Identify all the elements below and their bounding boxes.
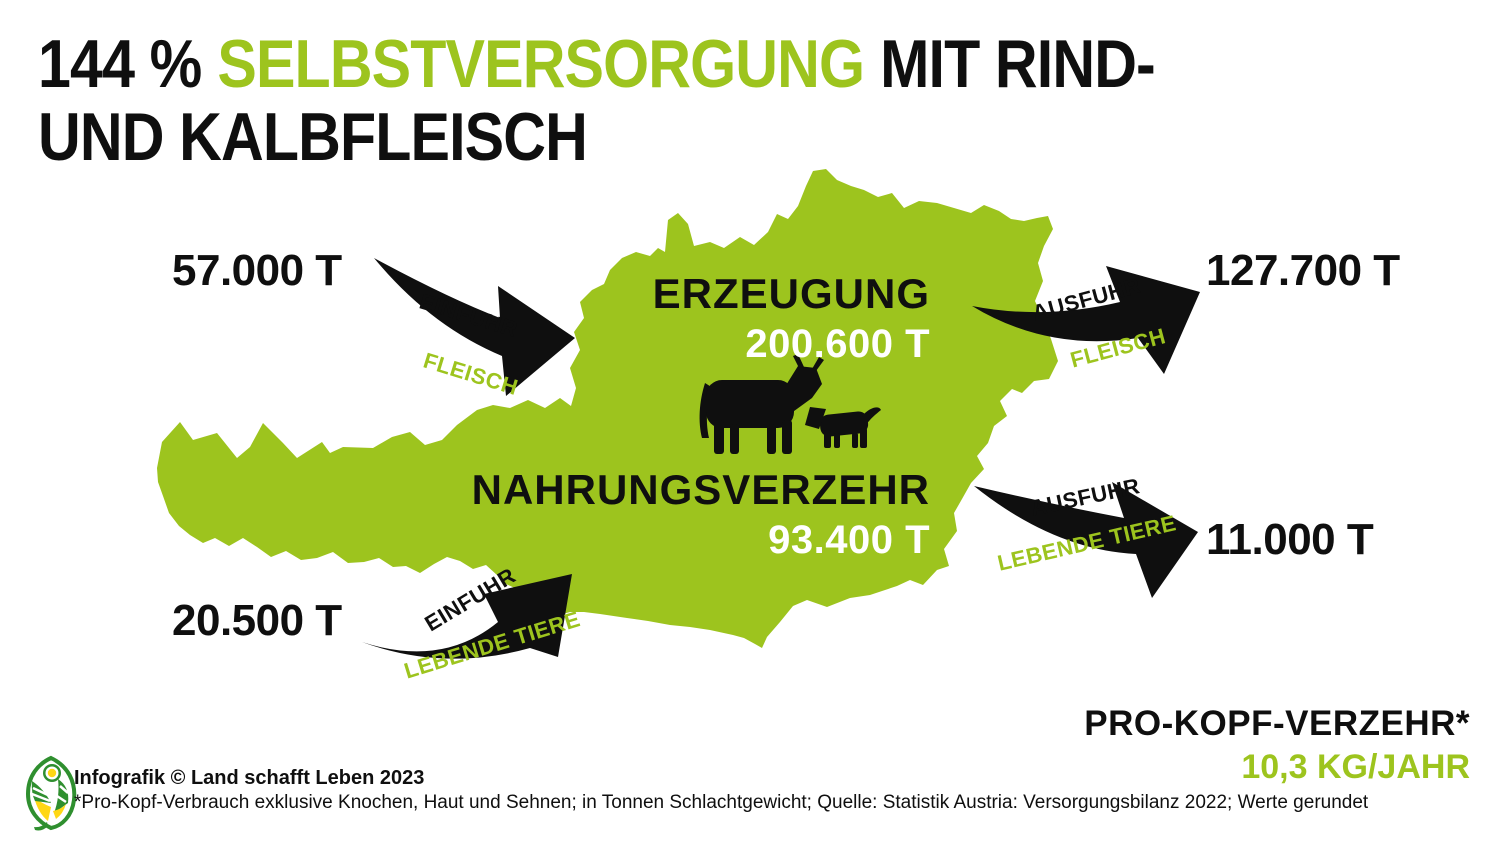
- export-live-amount: 11.000 T: [1206, 515, 1374, 564]
- production-value: 200.600 T: [745, 322, 930, 366]
- land-schafft-leben-leaf-logo: [25, 755, 77, 831]
- page-title: 144 % SELBSTVERSORGUNG MIT RIND- UND KALBF…: [38, 26, 1156, 175]
- per-capita-value: 10,3 KG/JAHR: [1241, 748, 1470, 786]
- import-meat-amount: 57.000 T: [172, 246, 342, 295]
- footnote-line: *Pro-Kopf-Verbrauch exklusive Knochen, H…: [74, 792, 1369, 813]
- cow-icon: [699, 354, 824, 454]
- consumption-block: NAHRUNGSVERZEHR 93.400 T: [472, 466, 930, 563]
- consumption-label: NAHRUNGSVERZEHR: [471, 466, 930, 513]
- consumption-value: 93.400 T: [768, 518, 930, 562]
- austria-map: [157, 169, 1058, 648]
- per-capita-label: PRO-KOPF-VERZEHR*: [1084, 704, 1470, 743]
- export-live-arrow: [974, 482, 1198, 598]
- production-label: ERZEUGUNG: [652, 270, 930, 317]
- calf-icon: [805, 407, 881, 448]
- import-meat-arrow: [374, 258, 575, 396]
- credit-line: Infografik © Land schafft Leben 2023: [74, 767, 425, 789]
- per-capita-block: PRO-KOPF-VERZEHR* 10,3 KG/JAHR: [1084, 704, 1470, 787]
- title-percent: 144 %: [38, 26, 202, 102]
- export-meat-amount: 127.700 T: [1206, 246, 1400, 295]
- title-rest: MIT RIND-: [880, 26, 1156, 102]
- title-line-2: UND KALBFLEISCH: [38, 98, 588, 175]
- production-block: ERZEUGUNG 200.600 T: [653, 270, 930, 367]
- export-meat-arrow: [972, 266, 1200, 374]
- title-line-1: 144 % SELBSTVERSORGUNG MIT RIND-: [38, 26, 1156, 102]
- title-highlight: SELBSTVERSORGUNG: [217, 26, 865, 102]
- import-live-amount: 20.500 T: [172, 596, 342, 645]
- import-live-arrow: [362, 574, 572, 659]
